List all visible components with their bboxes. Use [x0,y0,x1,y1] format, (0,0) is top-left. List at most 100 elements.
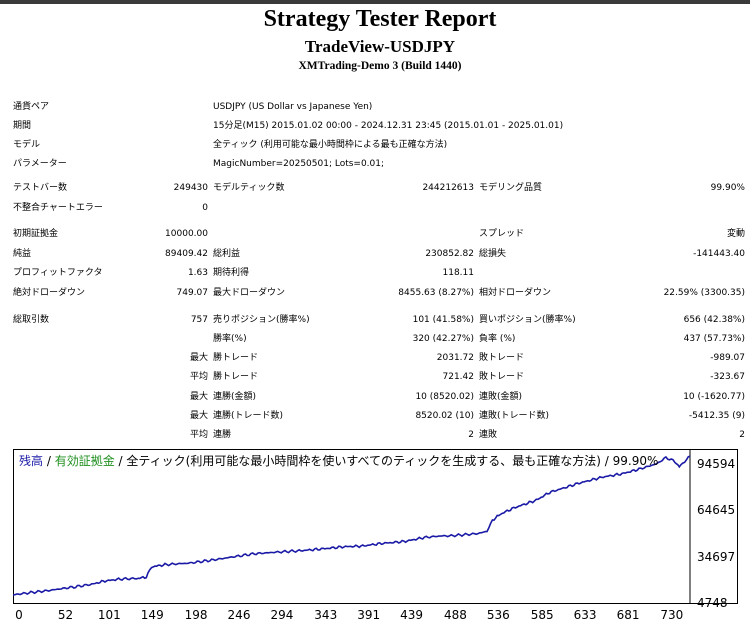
stat-label: 連敗(トレード数) [479,411,550,421]
stat-value: -5412.35 (9) [688,411,745,421]
x-tick-label: 101 [97,608,121,622]
x-tick-label: 149 [140,608,164,622]
stat-label: 不整合チャートエラー [13,203,103,213]
stat-value: 89409.42 [165,249,208,259]
stat-label: 敗トレード [479,372,525,382]
stat-value: 99.90% [710,183,745,193]
stat-label: スプレッド [479,229,525,239]
stat-label: 最大ドローダウン [213,288,286,298]
stat-value: 8520.02 (10) [415,411,474,421]
stat-value: 2 [468,430,474,440]
info-label: 期間 [13,121,32,131]
stat-value: -323.67 [710,372,745,382]
top-border [0,0,750,4]
y-tick-label: 34697 [697,549,736,564]
stat-label: 総取引数 [13,315,50,325]
balance-chart [13,449,738,604]
x-tick-label: 730 [660,608,684,622]
stat-label: 売りポジション(勝率%) [213,315,310,325]
x-tick-label: 294 [270,608,294,622]
stat-label: 純益 [13,249,32,259]
legend-balance: 残高 [19,454,44,468]
stat-value: 10 (8520.02) [415,392,474,402]
info-label: モデル [13,140,41,150]
chart-legend: 残高 / 有効証拠金 / 全ティック(利用可能な最小時間枠を使いすべてのティック… [19,452,658,469]
x-tick-label: 633 [573,608,597,622]
stat-value: 22.59% (3300.35) [663,288,745,298]
stat-label: 連敗(金額) [479,392,523,402]
stat-value: 10000.00 [165,229,208,239]
stat-value: 320 (42.27%) [412,334,474,344]
info-value: 15分足(M15) 2015.01.02 00:00 - 2024.12.31 … [213,121,564,131]
stat-value: 1.63 [187,268,208,278]
stat-value: 118.11 [442,268,475,278]
stat-value: 749.07 [176,288,209,298]
stat-label: 平均 [189,430,208,440]
y-tick-label: 64645 [697,503,736,518]
stat-label: 最大 [189,411,208,421]
stat-label: 期待利得 [213,268,250,278]
stat-label: 相対ドローダウン [479,288,552,298]
stat-label: 負率 (%) [479,334,516,344]
stat-value: -989.07 [710,353,745,363]
stat-label: 連勝(金額) [213,392,257,402]
stat-label: 初期証拠金 [13,229,59,239]
y-tick-label: 4748 [697,596,728,610]
x-tick-label: 585 [530,608,554,622]
stat-label: モデルティック数 [213,183,285,193]
stat-label: 最大 [189,392,208,402]
x-tick-label: 391 [357,608,381,622]
legend-equity: 有効証拠金 [54,454,115,468]
x-tick-label: 536 [486,608,510,622]
stat-value: 244212613 [422,183,474,193]
stat-label: 連敗 [479,430,498,440]
stat-value: 2031.72 [436,353,474,363]
stat-value: 変動 [726,229,745,239]
stat-value: 2 [739,430,745,440]
x-tick-label: 52 [57,608,74,622]
x-tick-label: 198 [184,608,208,622]
stat-value: 757 [190,315,208,325]
stat-label: 総損失 [479,249,507,259]
y-tick-label: 94594 [697,456,736,471]
info-value: USDJPY (US Dollar vs Japanese Yen) [213,102,373,112]
stat-value: 249430 [173,183,208,193]
stat-label: 勝率(%) [213,334,247,344]
x-tick-label: 488 [443,608,467,622]
stat-label: 最大 [189,353,208,363]
x-tick-label: 246 [227,608,251,622]
report-subtitle: TradeView-USDJPY [304,37,456,56]
info-value: 全ティック (利用可能な最小時間枠による最も正確な方法) [213,140,448,150]
report-title: Strategy Tester Report [263,6,497,32]
stat-value: -141443.40 [693,249,745,259]
stat-label: 連勝 [213,430,232,440]
stat-label: 勝トレード [213,353,259,363]
stat-label: テストバー数 [13,183,68,193]
info-label: パラメーター [13,159,67,169]
stat-value: 230852.82 [425,249,474,259]
stat-value: 10 (-1620.77) [683,392,745,402]
stat-value: 721.42 [442,372,475,382]
stat-label: 平均 [189,372,208,382]
stat-value: 101 (41.58%) [412,315,474,325]
x-tick-label: 439 [400,608,424,622]
stat-value: 656 (42.38%) [683,315,745,325]
stat-label: 絶対ドローダウン [13,288,86,298]
stat-value: 0 [202,203,208,213]
legend-separator: / [114,454,127,468]
stat-label: 買いポジション(勝率%) [479,315,576,325]
balance-line [13,455,691,596]
info-label: 通貨ペア [13,102,50,112]
stat-label: 敗トレード [479,353,525,363]
info-value: MagicNumber=20250501; Lots=0.01; [213,159,385,169]
x-tick-label: 681 [616,608,640,622]
legend-model: 全ティック(利用可能な最小時間枠を使いすべてのティックを生成する、最も正確な方法… [126,454,659,468]
x-tick-label: 343 [314,608,338,622]
legend-separator: / [43,454,55,468]
stat-label: モデリング品質 [479,183,543,193]
stat-label: 総利益 [213,249,241,259]
stat-label: 勝トレード [213,372,259,382]
server-name: XMTrading-Demo 3 (Build 1440) [298,60,462,72]
stat-value: 8455.63 (8.27%) [398,288,474,298]
stat-label: プロフィットファクタ [13,268,103,278]
